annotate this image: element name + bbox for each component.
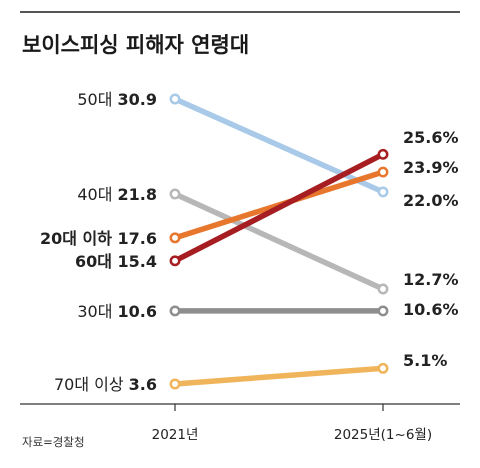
series-name-40대: 40대 xyxy=(77,185,117,204)
data-label-start-70대-이상: 3.6 xyxy=(129,375,157,394)
data-label-end-20대-이하: 23.9% xyxy=(403,158,459,177)
series-label-30대: 30대 10.6 xyxy=(77,302,157,321)
data-label-end-70대-이상: 5.1% xyxy=(403,351,447,370)
data-label-start-40대: 21.8 xyxy=(118,185,157,204)
series-line-60대 xyxy=(172,151,386,264)
data-point-60대-0 xyxy=(169,255,181,267)
series-line-70대-이상 xyxy=(172,365,386,387)
series-name-20대-이하: 20대 이하 xyxy=(40,229,118,248)
plot-area: 2021년 2025년(1~6월) 50대 30.9 22.0% 40대 21.8 12.… xyxy=(20,90,460,443)
series-name-30대: 30대 xyxy=(77,302,117,321)
data-point-20대-이하-1 xyxy=(377,166,389,178)
data-label-start-30대: 10.6 xyxy=(118,302,157,321)
data-label-start-20대-이하: 17.6 xyxy=(118,229,157,248)
data-point-30대-0 xyxy=(169,305,181,317)
data-point-60대-1 xyxy=(377,148,389,160)
series-name-50대: 50대 xyxy=(77,90,117,109)
data-label-end-40대: 12.7% xyxy=(403,270,459,289)
data-point-70대-이상-0 xyxy=(169,378,181,390)
data-label-end-60대: 25.6% xyxy=(403,128,459,147)
series-label-60대: 60대 15.4 xyxy=(75,252,157,271)
data-point-50대-1 xyxy=(377,186,389,198)
data-point-40대-1 xyxy=(377,283,389,295)
series-name-60대: 60대 xyxy=(75,252,118,271)
source-note: 자료=경찰청 xyxy=(22,435,85,449)
data-label-start-60대: 15.4 xyxy=(118,252,157,271)
series-line-50대 xyxy=(172,96,386,195)
data-point-40대-0 xyxy=(169,188,181,200)
series-label-70대-이상: 70대 이상 3.6 xyxy=(54,375,157,394)
series-name-70대-이상: 70대 이상 xyxy=(54,375,129,394)
x-tick-label-0: 2021년 xyxy=(152,427,199,443)
data-point-20대-이하-0 xyxy=(169,232,181,244)
x-tick-label-1: 2025년(1~6월) xyxy=(334,427,432,443)
data-label-end-50대: 22.0% xyxy=(403,191,459,210)
series-label-20대-이하: 20대 이하 17.6 xyxy=(40,229,157,248)
data-label-end-30대: 10.6% xyxy=(403,300,459,319)
data-point-50대-0 xyxy=(169,93,181,105)
data-point-70대-이상-1 xyxy=(377,362,389,374)
series-line-40대 xyxy=(172,191,386,292)
data-point-30대-1 xyxy=(377,305,389,317)
data-label-start-50대: 30.9 xyxy=(118,90,157,109)
series-label-40대: 40대 21.8 xyxy=(77,185,157,204)
chart-title: 보이스피싱 피해자 연령대 xyxy=(22,33,249,57)
series-label-50대: 50대 30.9 xyxy=(77,90,157,109)
